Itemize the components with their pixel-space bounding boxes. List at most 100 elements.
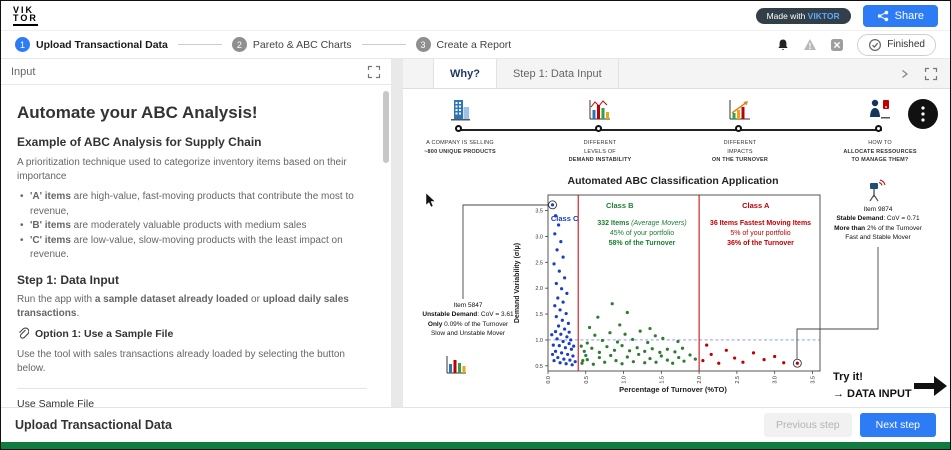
- previous-step-button[interactable]: Previous step: [764, 413, 852, 437]
- option-1-description: Use the tool with sales transactions alr…: [17, 349, 345, 375]
- svg-text:1.5: 1.5: [659, 376, 665, 384]
- viktor-logo: VIK TOR: [13, 4, 38, 26]
- made-with-viktor-badge[interactable]: Made with VIKTOR: [755, 7, 851, 24]
- tab-step-1-data-input[interactable]: Step 1: Data Input: [497, 59, 619, 88]
- scrollbar-thumb[interactable]: [383, 91, 389, 163]
- svg-text:3.5: 3.5: [810, 376, 816, 384]
- abc-scatter-chart: 0.51.01.52.02.53.03.50.0 0.5 1.0 1.5 2.0 2.5 3…: [514, 194, 821, 384]
- made-with-text: Made with: [766, 10, 808, 21]
- expand-icon[interactable]: [924, 67, 938, 81]
- share-button[interactable]: Share: [862, 4, 938, 27]
- kebab-menu-button[interactable]: [908, 99, 938, 129]
- svg-text:2.5: 2.5: [735, 376, 741, 384]
- mouse-cursor-icon: [425, 193, 436, 208]
- svg-text:3.5: 3.5: [535, 209, 543, 215]
- data-input-text: → DATA INPUT: [833, 387, 912, 400]
- step-connector: [361, 44, 406, 45]
- top-bar: VIK TOR Made with VIKTOR Share: [1, 1, 950, 31]
- svg-text:1.5: 1.5: [535, 312, 543, 318]
- svg-text:2.0: 2.0: [697, 376, 703, 384]
- timeline-node: [735, 125, 742, 132]
- input-panel-title: Input: [11, 65, 36, 78]
- try-it-callout: Try it! → DATA INPUT: [833, 369, 912, 402]
- step-3-create-report[interactable]: 3 Create a Report: [415, 37, 512, 52]
- annotation-item-9874: Item 9874 Stable Demand: CoV = 0.71 More t…: [834, 206, 922, 242]
- logo-line-1: VIK: [13, 4, 35, 15]
- footer-step-title: Upload Transactional Data: [15, 418, 172, 432]
- svg-text:1.0: 1.0: [622, 376, 628, 384]
- warning-icon[interactable]: [803, 38, 817, 51]
- timeline-node: [875, 125, 882, 132]
- class-b-stats: 332 Items (Average Movers) 45% of your po…: [597, 220, 687, 247]
- timeline-line: [458, 129, 882, 131]
- step-2-number: 2: [231, 37, 247, 52]
- next-step-button[interactable]: Next step: [859, 413, 936, 437]
- chart-x-axis-label: Percentage of Turnover (%TO): [619, 385, 727, 394]
- step-1-number: 1: [15, 37, 30, 52]
- finished-button[interactable]: Finished: [857, 33, 936, 56]
- run-instructions: Run the app with a sample dataset alread…: [17, 293, 349, 320]
- option-1-label: Option 1: Use a Sample File: [35, 328, 174, 341]
- logo-line-2: TOR: [13, 12, 38, 23]
- step-3-label: Create a Report: [436, 38, 512, 51]
- finished-label: Finished: [887, 39, 925, 50]
- check-circle-icon: [869, 38, 882, 51]
- tab-bar: Why? Step 1: Data Input: [403, 59, 950, 89]
- class-a-stats: 36 Items Fastest Moving Items 5% of your …: [709, 220, 812, 247]
- content-panel: Why? Step 1: Data Input: [403, 59, 950, 407]
- svg-text:2.0: 2.0: [535, 286, 543, 292]
- page-title: Automate your ABC Analysis!: [17, 103, 258, 122]
- divider: [17, 387, 367, 389]
- step-1-upload-data[interactable]: 1 Upload Transactional Data: [15, 37, 168, 52]
- mini-bar-chart-icon: [446, 356, 466, 374]
- why-infographic: A COMPANY IS SELLING ~800 UNIQUE PRODUCTS…: [403, 89, 950, 407]
- made-with-brand: VIKTOR: [807, 10, 840, 21]
- tab-why[interactable]: Why?: [433, 59, 497, 88]
- expand-icon[interactable]: [367, 65, 381, 79]
- chart-title: Automated ABC Classification Application: [567, 175, 779, 187]
- subtitle: Example of ABC Analysis for Supply Chain: [17, 135, 262, 149]
- option-1-heading: Option 1: Use a Sample File: [17, 327, 367, 341]
- step-2-label: Pareto & ABC Charts: [252, 38, 352, 51]
- bell-icon[interactable]: [776, 38, 790, 51]
- share-icon: [877, 10, 888, 21]
- svg-text:1.0: 1.0: [535, 338, 543, 344]
- step-connector: [177, 44, 222, 45]
- svg-text:0.5: 0.5: [584, 376, 590, 384]
- main-area: Input Automate your ABC Analysis! Exampl…: [1, 59, 950, 407]
- tab-why-label: Why?: [450, 67, 480, 80]
- timeline-node: [455, 125, 462, 132]
- tab-step-1-label: Step 1: Data Input: [512, 67, 602, 80]
- step-3-number: 3: [415, 37, 431, 52]
- svg-text:3.0: 3.0: [535, 234, 543, 240]
- svg-text:0.0: 0.0: [546, 376, 552, 384]
- support-person-icon: [870, 99, 890, 119]
- kebab-menu-icon: [921, 106, 925, 122]
- timeline-node: [595, 125, 602, 132]
- growth-chart-icon: [729, 100, 750, 120]
- svg-text:0.5: 0.5: [535, 364, 543, 370]
- svg-text:2.5: 2.5: [535, 260, 543, 266]
- bottom-green-strip: [1, 442, 950, 449]
- step-1-heading: Step 1: Data Input: [17, 272, 120, 287]
- step-2-pareto-abc[interactable]: 2 Pareto & ABC Charts: [231, 37, 352, 52]
- try-it-text: Try it!: [833, 371, 863, 383]
- svg-text:Class A: Class A: [742, 201, 770, 210]
- timeline-caption-4: HOW TO ALLOCATE RESSOURCES TO MANAGE THEM?: [843, 140, 917, 164]
- chevron-right-icon[interactable]: [901, 69, 909, 79]
- svg-text:3.0: 3.0: [773, 376, 779, 384]
- intro-text: A prioritization technique used to categ…: [17, 157, 347, 183]
- timeline-caption-2: DIFFERENT LEVELS OF DEMAND INSTABILITY: [568, 140, 632, 164]
- satellite-icon: [869, 179, 886, 202]
- abc-bullet-list: 'A' items are high-value, fast-moving pr…: [17, 190, 367, 263]
- building-icon: [451, 100, 470, 121]
- dismiss-icon[interactable]: [830, 38, 844, 52]
- paperclip-icon: [19, 327, 29, 339]
- svg-text:Class C: Class C: [551, 214, 579, 223]
- bar-chart-icon: [589, 100, 610, 120]
- annotation-item-5847: Item 5847 Unstable Demand: CoV = 3.61 Only…: [422, 302, 514, 338]
- step-1-label: Upload Transactional Data: [36, 38, 168, 51]
- share-label: Share: [894, 9, 924, 22]
- big-arrow-right-icon: [914, 376, 947, 396]
